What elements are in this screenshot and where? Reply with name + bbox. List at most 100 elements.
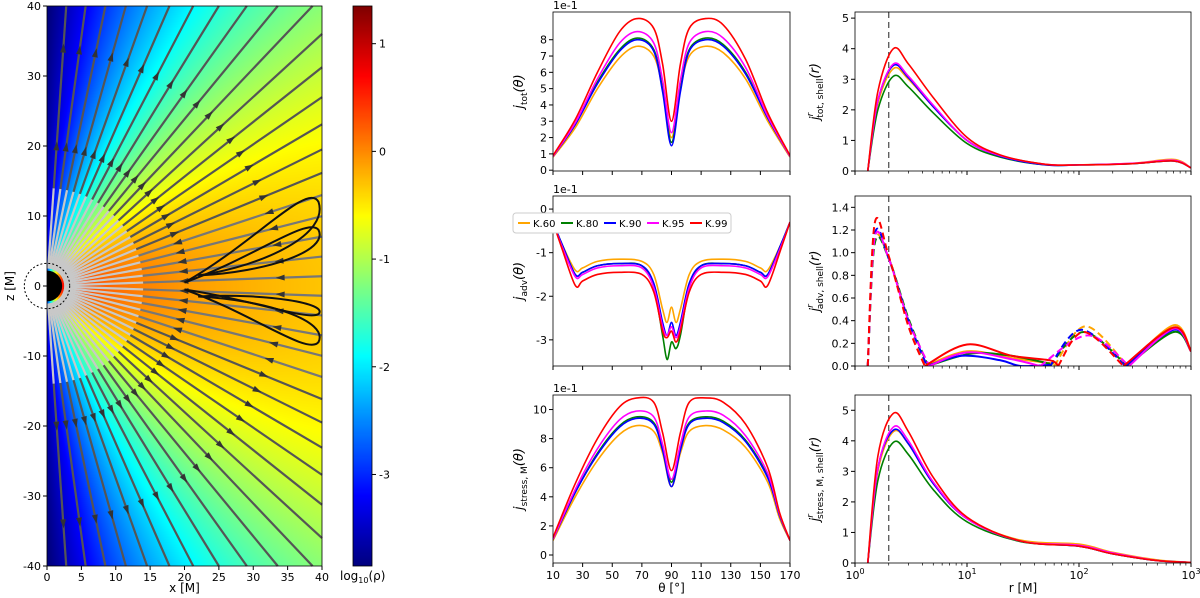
streamline-arrow: [137, 181, 146, 191]
y-tick-label: 3: [540, 115, 547, 128]
legend-frame: [512, 212, 732, 234]
streamline-arrow: [177, 308, 187, 314]
streamline-arrow: [166, 79, 174, 90]
streamline-loop: [184, 196, 321, 284]
streamline-arrow: [144, 188, 153, 198]
streamline-loop: [184, 288, 321, 346]
colorbar-tick-label: -3: [379, 468, 390, 481]
legend-label: K.99: [705, 219, 727, 230]
streamline-arrow: [244, 164, 254, 172]
streamline: [97, 368, 220, 567]
series-line-K.60: [553, 45, 790, 158]
x-tick-label: 0: [44, 571, 51, 584]
streamline: [55, 300, 99, 370]
horizon-circle: [23, 262, 71, 310]
colorbar-tick-label: 0: [379, 145, 386, 158]
series-line-K.80: [553, 221, 790, 361]
y-tick-label: 40: [27, 0, 41, 13]
streamline-arrow: [175, 317, 186, 324]
streamline-arrow: [204, 452, 213, 461]
x-tick-label: 110: [691, 569, 712, 582]
series-line-K.90: [926, 354, 1050, 366]
series-line-K.90: [866, 63, 1191, 171]
series-line-K.99: [866, 46, 1191, 171]
streamline: [85, 5, 171, 197]
streamline: [63, 261, 141, 283]
streamline: [59, 5, 87, 190]
streamline-arrow: [226, 427, 236, 436]
streamline-arrow: [98, 153, 105, 163]
streamline-arrow: [62, 142, 69, 152]
streamline-arrow: [60, 43, 67, 53]
series-line-K.60: [866, 233, 927, 366]
streamline-arrow: [76, 45, 82, 55]
streamline-arrow: [272, 325, 282, 331]
streamline: [59, 224, 124, 277]
streamline-arrow: [155, 204, 166, 213]
streamline-arrow: [60, 519, 67, 529]
y-tick-label: 10: [27, 210, 41, 223]
streamline: [58, 297, 115, 358]
y-axis-label: j̇rtot, shell(r): [806, 63, 826, 122]
streamline-arrow: [115, 163, 123, 173]
x-tick-label: 70: [635, 569, 649, 582]
streamline-arrow: [71, 144, 78, 154]
streamline-arrow: [226, 136, 236, 145]
y-tick-label: 7: [540, 50, 547, 63]
streamline: [48, 303, 62, 384]
streamline: [59, 295, 124, 348]
y-tick-label: -3: [536, 334, 547, 347]
streamline-arrow: [173, 327, 183, 334]
series-line-K.95: [866, 62, 1191, 171]
streamline-arrow: [169, 334, 180, 341]
streamline-arrow: [137, 64, 145, 74]
x-tick-label: 20: [178, 571, 192, 584]
streamline-arrow: [107, 510, 114, 520]
series-line-K.99: [866, 411, 1191, 563]
streamline: [52, 301, 88, 376]
y-tick-label: 4: [540, 491, 547, 504]
streamline: [91, 5, 195, 200]
streamline: [133, 327, 323, 424]
x-tick-label: 130: [720, 569, 741, 582]
streamline: [57, 298, 110, 362]
streamline: [59, 382, 87, 567]
x-tick-label: 170: [780, 569, 801, 582]
x-axis-label: θ [°]: [658, 581, 685, 595]
offset-text: 1e-1: [553, 0, 578, 12]
streamline: [129, 123, 323, 238]
y-tick-label: 3: [842, 465, 849, 478]
streamline: [59, 219, 120, 276]
streamline: [64, 285, 144, 291]
y-tick-label: 0: [842, 557, 849, 570]
streamline-arrow: [130, 388, 139, 398]
streamline-arrow: [107, 404, 114, 415]
streamline-loop: [184, 226, 321, 284]
streamline-arrow: [152, 71, 160, 81]
streamline: [129, 334, 323, 449]
x-tick-label: 10: [109, 571, 123, 584]
x-tick-label: 5: [78, 571, 85, 584]
streamline: [135, 171, 323, 251]
x-tick-label: 103: [1181, 567, 1200, 582]
y-tick-label: 0: [540, 203, 547, 216]
streamline: [61, 293, 131, 336]
streamline: [50, 302, 75, 381]
streamline-arrow: [91, 514, 98, 524]
series-line-K.99: [553, 221, 790, 343]
streamline-arrow: [89, 149, 96, 160]
x-tick-label: 90: [665, 569, 679, 582]
x-tick-label: 100: [845, 567, 864, 582]
streamline-arrow: [53, 141, 60, 151]
axes-frame: [854, 394, 1192, 564]
streamline-arrow: [122, 57, 129, 68]
streamline: [113, 5, 314, 217]
series-line-K.95: [553, 30, 790, 157]
series-line-K.95: [553, 221, 790, 339]
x-tick-label: 150: [750, 569, 771, 582]
series-line-K.95: [553, 410, 790, 541]
y-axis-label: j̇radv, shell(r): [806, 250, 826, 313]
streamline-arrow: [272, 241, 282, 247]
legend-label: K.80: [576, 219, 598, 230]
y-tick-label: 30: [27, 70, 41, 83]
